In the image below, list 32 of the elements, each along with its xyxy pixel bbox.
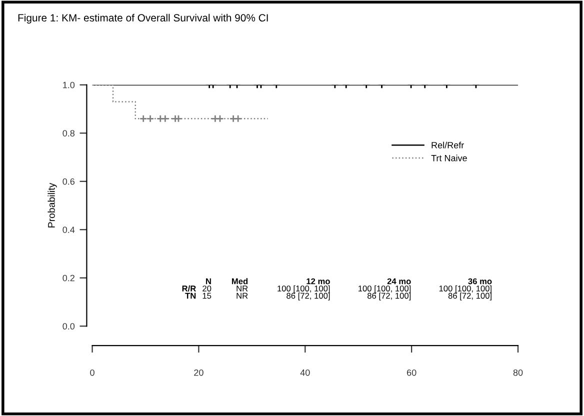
y-tick-label: 0.0	[62, 323, 75, 330]
annotation: 86 [72, 100]	[367, 292, 411, 300]
annotation: NR	[236, 286, 248, 292]
y-tick-label: 0.2	[62, 274, 74, 282]
annotation: 86 [72, 100]	[448, 292, 492, 300]
annotation: 15	[202, 292, 212, 299]
x-tick-label: 40	[300, 369, 310, 376]
chart-title: Figure 1: KM- estimate of Overall Survival with 90% CI	[18, 14, 268, 24]
annotation: 86 [72, 100]	[286, 292, 330, 300]
annotation: 100 [100, 100]	[278, 285, 330, 294]
y-tick-label: 1.0	[63, 82, 75, 88]
annotation: Med	[232, 278, 248, 284]
annotation: 12 mo	[306, 278, 330, 284]
y-tick-label: 0.8	[62, 130, 75, 136]
annotation: 100 [100, 100]	[439, 285, 492, 294]
annotation: 36 mo	[468, 278, 492, 284]
annotation: TN	[185, 292, 196, 299]
x-tick-label: 20	[194, 369, 204, 376]
x-tick-label: 60	[407, 369, 416, 376]
x-tick-label: 0	[90, 369, 94, 376]
annotation: N	[206, 278, 211, 284]
y-axis-title: Probability	[48, 182, 57, 228]
annotation: R/R	[182, 285, 196, 292]
y-tick-label: 0.4	[62, 226, 75, 233]
annotation: 100 [100, 100]	[358, 285, 411, 294]
annotation: 24 mo	[387, 278, 411, 284]
annotation: NR	[236, 292, 248, 299]
legend-label: Rel/Refr	[432, 142, 464, 148]
annotation: 20	[202, 286, 212, 292]
y-tick-label: 0.6	[62, 178, 75, 185]
legend-label: Trt Naive	[431, 154, 467, 162]
x-tick-label: 80	[513, 369, 523, 376]
